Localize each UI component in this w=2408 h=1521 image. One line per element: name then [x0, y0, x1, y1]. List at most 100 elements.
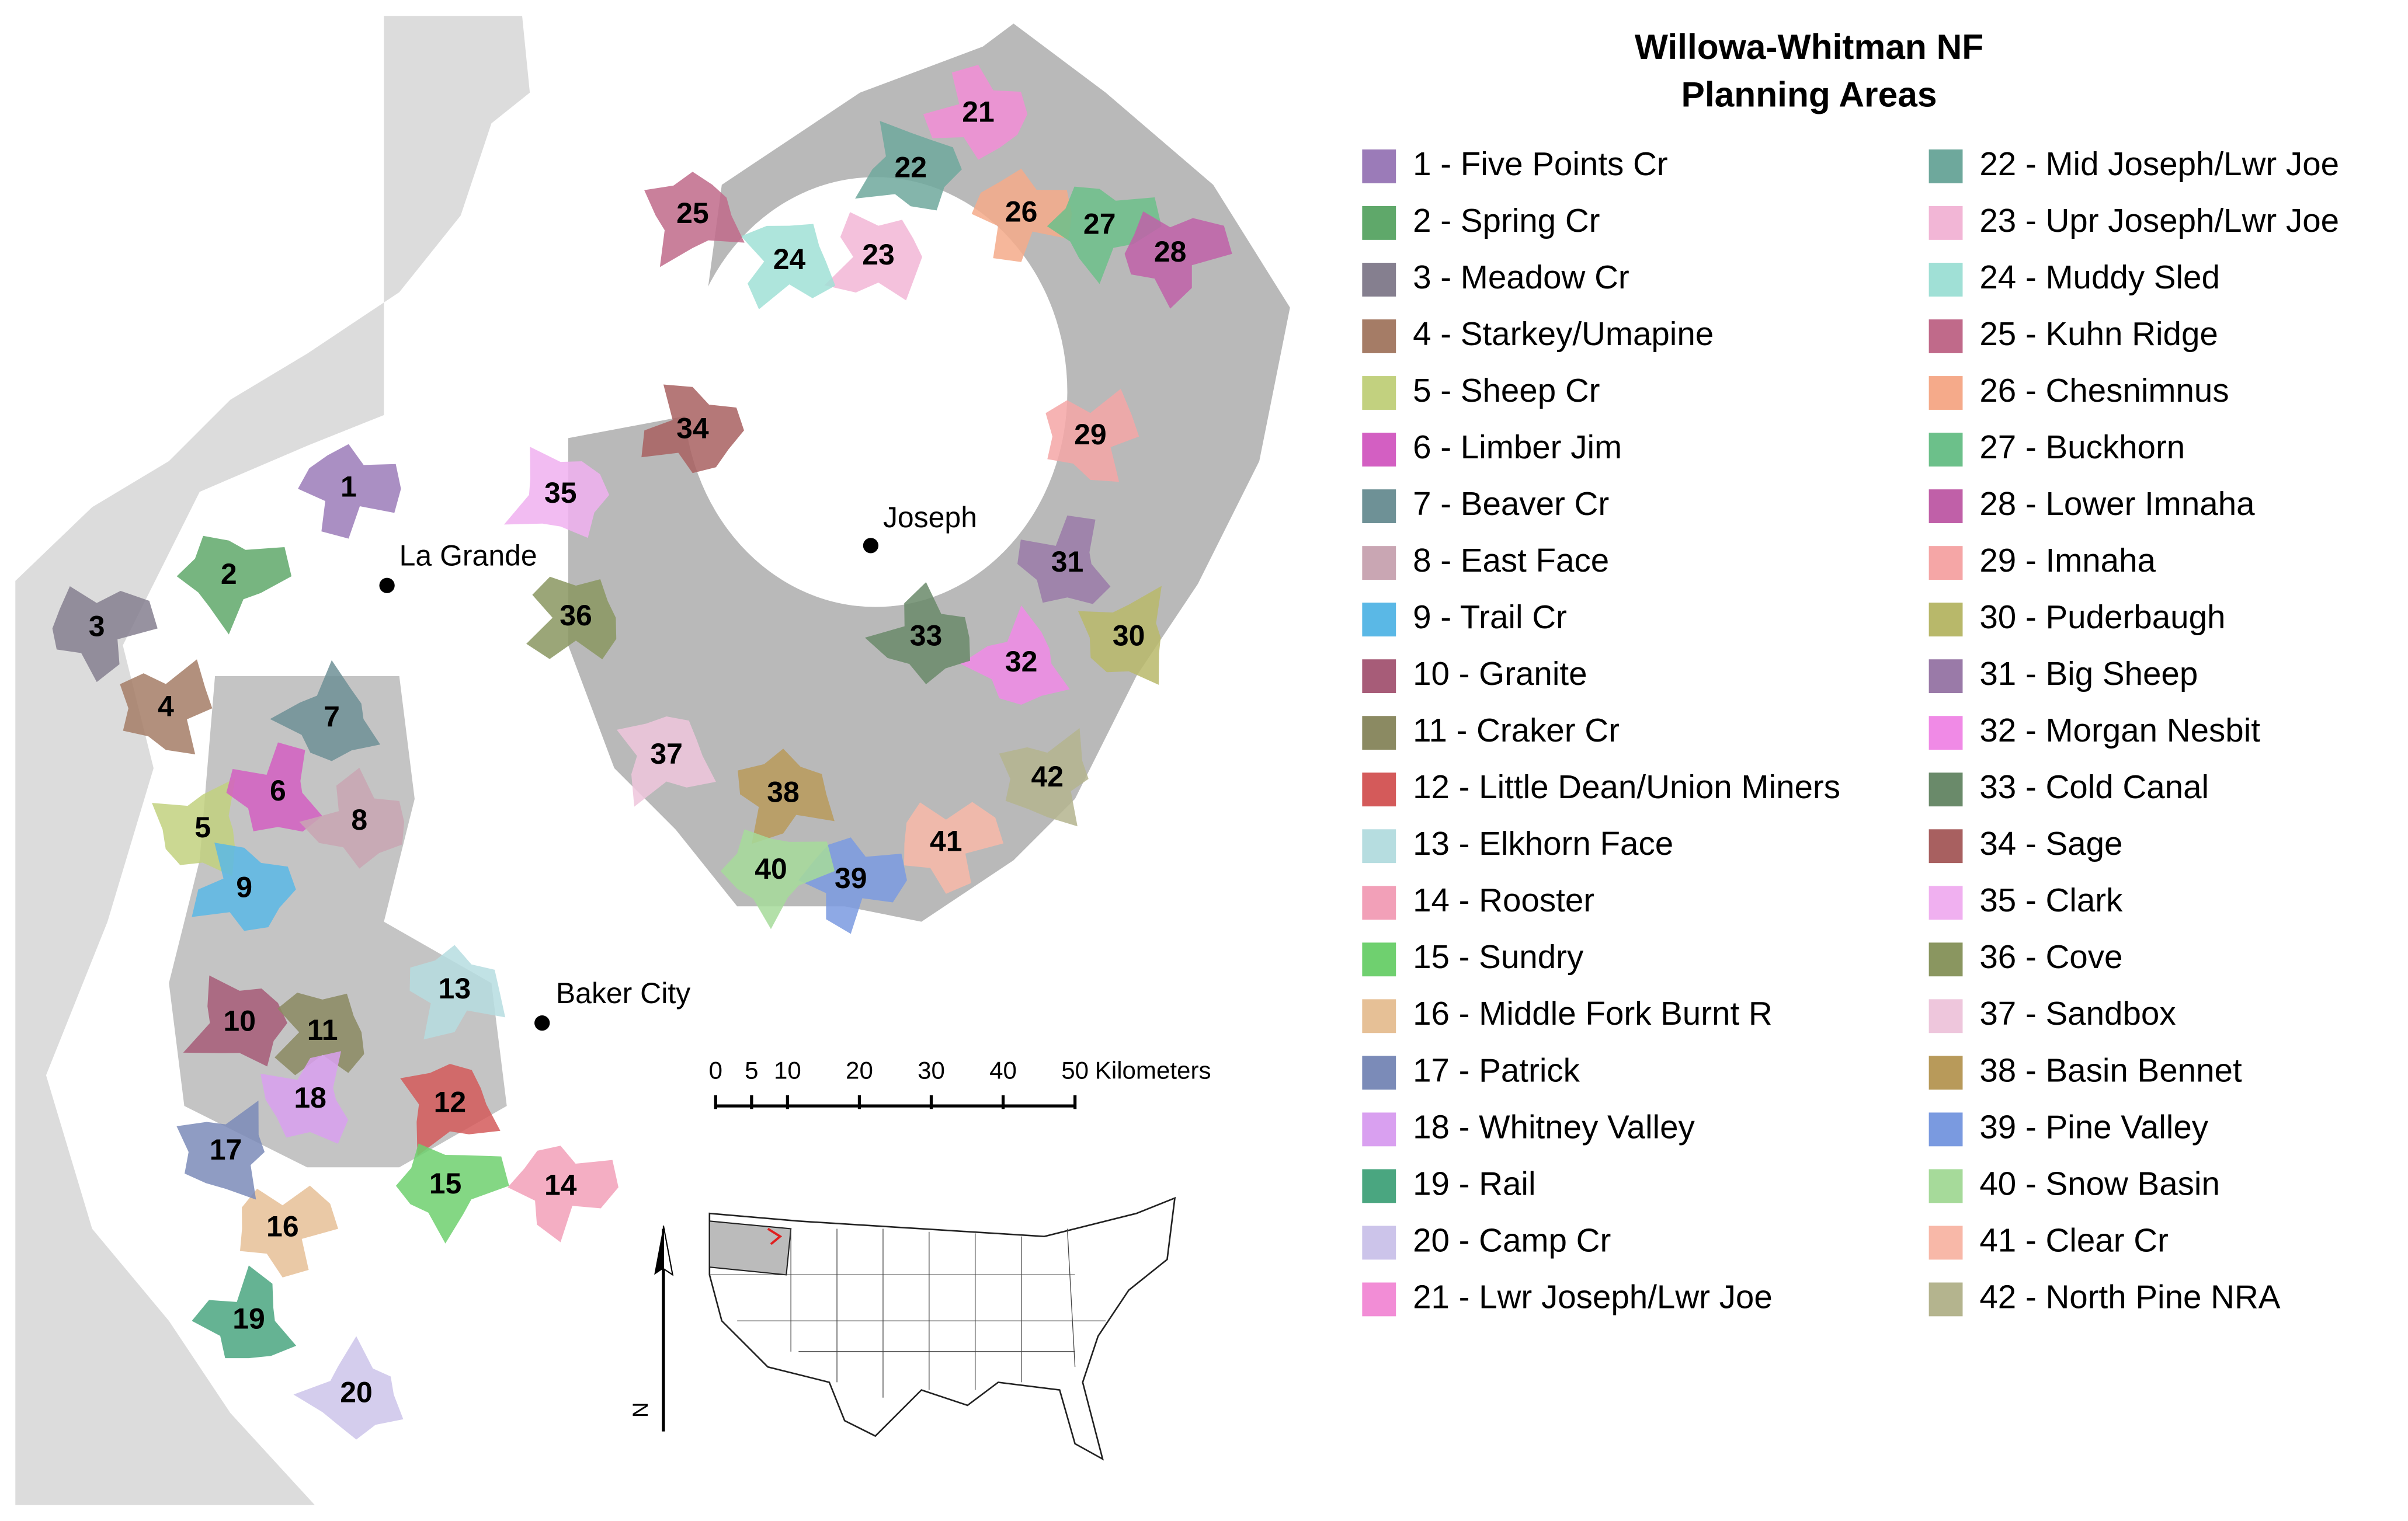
legend-label: 35 - Clark	[1979, 882, 2123, 918]
area-label: 13	[439, 972, 471, 1005]
legend-label: 18 - Whitney Valley	[1413, 1108, 1695, 1145]
legend-swatch	[1362, 319, 1396, 353]
area-label: 9	[236, 871, 252, 904]
legend-swatch	[1929, 999, 1963, 1033]
planning-area	[239, 1185, 339, 1278]
study-area	[767, 1227, 783, 1245]
planning-area	[183, 975, 287, 1067]
legend-swatch	[1362, 546, 1396, 580]
legend-swatch	[1362, 772, 1396, 807]
legend-label: 27 - Buckhorn	[1979, 429, 2185, 465]
scale-tick-label: 50	[1061, 1056, 1089, 1084]
planning-area	[738, 749, 835, 844]
legend-label: 11 - Craker Cr	[1413, 712, 1620, 749]
legend-swatch	[1362, 433, 1396, 467]
area-label: 8	[351, 803, 367, 836]
legend-label: 5 - Sheep Cr	[1413, 372, 1600, 409]
legend-swatch	[1362, 1112, 1396, 1147]
scale-tick-label: 5	[745, 1056, 758, 1084]
legend-swatch	[1929, 319, 1963, 353]
legend-swatch	[1929, 1282, 1963, 1317]
legend-swatch	[1362, 659, 1396, 694]
area-label: 42	[1031, 760, 1064, 793]
legend-label: 38 - Basin Bennet	[1979, 1052, 2242, 1088]
planning-area	[503, 447, 610, 538]
legend-swatch	[1929, 376, 1963, 410]
legend-swatch	[1929, 149, 1963, 183]
legend-swatch	[1929, 546, 1963, 580]
legend-label: 26 - Chesnimnus	[1979, 372, 2229, 409]
area-label: 18	[294, 1081, 326, 1114]
planning-area	[192, 843, 296, 931]
area-label: 21	[962, 96, 995, 128]
planning-area	[923, 65, 1028, 160]
legend-swatch	[1362, 999, 1396, 1033]
legend-label: 24 - Muddy Sled	[1979, 259, 2220, 295]
legend-swatch	[1362, 206, 1396, 240]
legend-label: 42 - North Pine NRA	[1979, 1278, 2280, 1315]
planning-area	[741, 224, 836, 309]
planning-area	[1124, 211, 1232, 309]
legend-swatch	[1929, 772, 1963, 807]
legend-swatch	[1929, 433, 1963, 467]
legend-swatch	[1362, 1226, 1396, 1260]
area-label: 14	[544, 1169, 577, 1202]
legend-swatch	[1362, 603, 1396, 637]
legend-label: 21 - Lwr Joseph/Lwr Joe	[1413, 1278, 1773, 1315]
north-label: N	[628, 1402, 652, 1418]
legend-swatch	[1929, 886, 1963, 920]
area-label: 37	[650, 737, 683, 770]
legend-swatch	[1362, 149, 1396, 183]
legend-swatch	[1929, 1112, 1963, 1147]
planning-area	[971, 168, 1072, 262]
area-label: 3	[89, 610, 105, 643]
planning-area	[644, 172, 745, 267]
legend-swatch	[1362, 376, 1396, 410]
scale-tick-label: 30	[918, 1056, 945, 1084]
area-label: 2	[221, 558, 237, 590]
planning-area	[270, 660, 381, 761]
area-label: 28	[1154, 235, 1187, 268]
legend-label: 37 - Sandbox	[1979, 995, 2176, 1032]
legend-label: 34 - Sage	[1979, 825, 2122, 862]
area-label: 4	[158, 690, 174, 722]
legend-label: 14 - Rooster	[1413, 882, 1594, 918]
area-label: 24	[773, 243, 806, 276]
planning-area	[52, 586, 158, 683]
planning-area	[641, 384, 744, 474]
city-label: Baker City	[556, 977, 690, 1010]
inset-map	[708, 1196, 1176, 1461]
planning-area	[176, 1100, 265, 1200]
planning-area	[400, 1064, 501, 1156]
scale-tick-label: 0	[709, 1056, 722, 1084]
area-label: 10	[223, 1004, 256, 1037]
north-arrow-head	[662, 1226, 674, 1276]
legend-swatch	[1929, 263, 1963, 297]
legend-swatch	[1929, 489, 1963, 523]
legend-label: 19 - Rail	[1413, 1165, 1535, 1202]
legend-label: 6 - Limber Jim	[1413, 429, 1622, 465]
planning-area	[720, 829, 835, 930]
area-label: 5	[194, 811, 211, 844]
legend-swatch	[1362, 263, 1396, 297]
area-label: 16	[266, 1210, 299, 1243]
area-label: 22	[894, 151, 927, 183]
scale-bar: 0 5 10 20 30 40 50 Kilometers	[709, 1056, 1211, 1109]
legend-label: 17 - Patrick	[1413, 1052, 1580, 1088]
scale-unit: Kilometers	[1095, 1056, 1211, 1084]
area-label: 38	[767, 776, 800, 809]
legend-label: 3 - Meadow Cr	[1413, 259, 1629, 295]
planning-area	[864, 582, 971, 684]
legend-label: 32 - Morgan Nesbit	[1979, 712, 2260, 749]
legend-label: 31 - Big Sheep	[1979, 655, 2198, 692]
planning-area	[855, 121, 962, 211]
planning-area	[293, 1336, 404, 1440]
planning-area	[616, 716, 716, 807]
planning-areas	[52, 65, 1232, 1440]
legend-label: 2 - Spring Cr	[1413, 202, 1600, 239]
legend-label: 41 - Clear Cr	[1979, 1221, 2168, 1258]
legend-label: 39 - Pine Valley	[1979, 1108, 2208, 1145]
area-label: 11	[307, 1014, 338, 1046]
